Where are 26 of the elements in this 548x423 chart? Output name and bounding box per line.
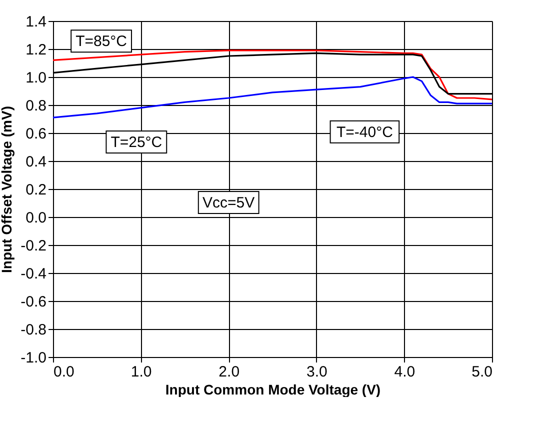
line-series	[52, 50, 493, 100]
y-tick-label: 1.4	[26, 14, 46, 30]
y-tick-label: 0.2	[26, 182, 46, 198]
y-tick-label: -0.2	[20, 238, 46, 254]
annotation: T=25°C	[110, 134, 162, 151]
x-tick-label: 0.0	[54, 364, 74, 380]
x-tick-label: 1.0	[130, 364, 152, 380]
line-series	[52, 76, 493, 118]
annotation: T=-40°C	[336, 124, 394, 141]
y-tick-label: 0.8	[26, 98, 46, 114]
y-tick-label: 1.2	[26, 42, 46, 58]
x-tick-label: 2.0	[218, 364, 240, 380]
annotation: Vcc=5V	[202, 194, 255, 212]
x-tick-label: 4.0	[394, 364, 416, 380]
y-axis-title: Input Offset Voltage (mV)	[0, 106, 15, 273]
y-tick-label: -0.4	[20, 266, 46, 282]
y-tick-label: -1.0	[20, 350, 46, 366]
x-tick-label: 5.0	[472, 364, 492, 380]
y-tick-label: 0.4	[26, 154, 46, 170]
y-tick-label: 0.6	[26, 126, 46, 142]
y-tick-label: -0.6	[20, 294, 46, 310]
y-tick-label: 0.0	[26, 210, 46, 226]
y-tick-label: 1.0	[26, 70, 46, 86]
annotation: T=85°C	[76, 33, 128, 50]
x-tick-label: 3.0	[306, 364, 328, 380]
y-tick-label: -0.8	[20, 322, 46, 338]
